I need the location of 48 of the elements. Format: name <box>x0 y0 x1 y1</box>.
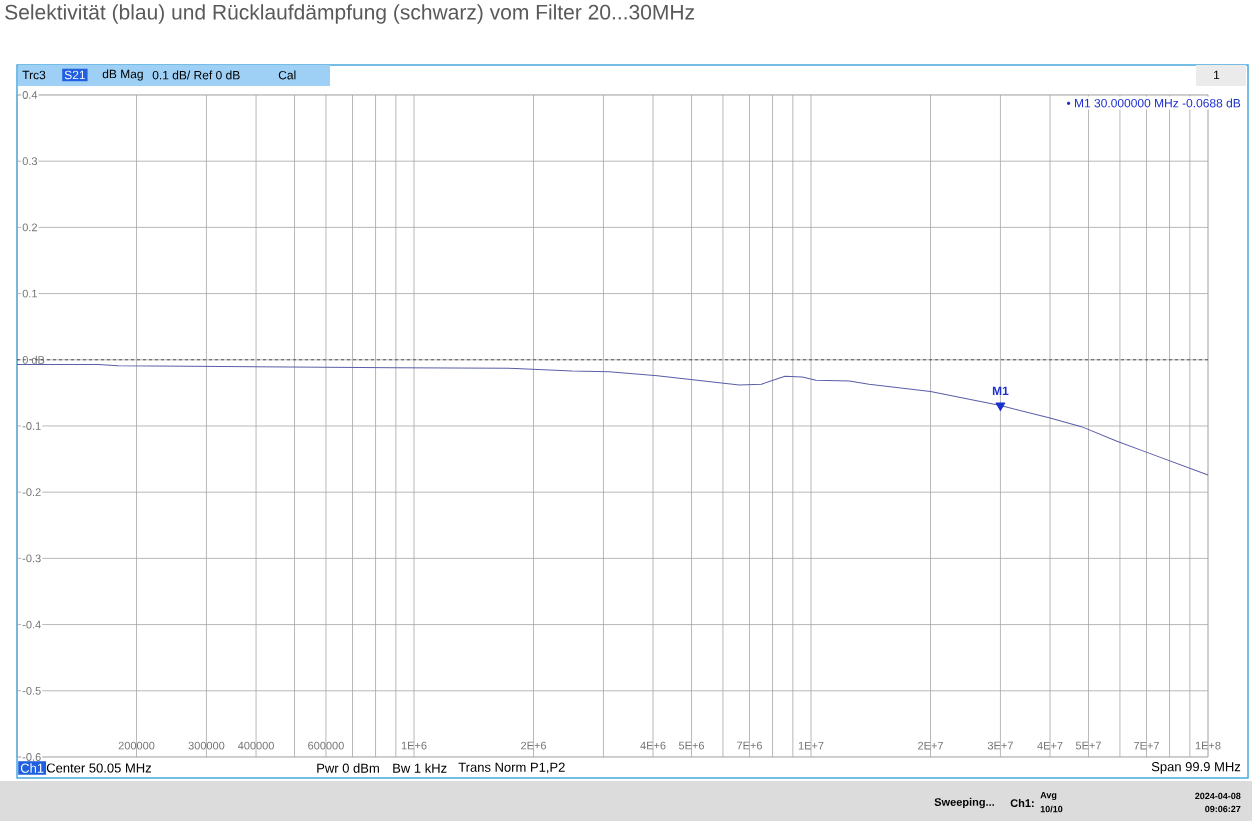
x-tick-label: 2E+6 <box>521 741 547 750</box>
x-tick-label: 400000 <box>237 741 274 750</box>
y-tick-label: 0.2 <box>22 223 37 232</box>
text: Ch1: <box>1010 798 1034 808</box>
x-tick-label: 4E+7 <box>1037 741 1063 750</box>
text: Trc3 <box>22 70 46 80</box>
x-tick-label: 1E+7 <box>798 741 824 750</box>
x-tick-label: 7E+6 <box>737 741 763 750</box>
y-tick-label: -0.1 <box>22 422 41 430</box>
text: Avg <box>1040 791 1057 801</box>
text: 09:06:27 <box>1205 805 1241 813</box>
x-tick-label: 3E+7 <box>987 741 1013 750</box>
y-tick-label: 0.3 <box>22 157 38 166</box>
x-tick-label: 2E+7 <box>918 741 943 750</box>
text: 2024-04-08 <box>1195 792 1241 800</box>
x-tick-label: 7E+7 <box>1134 741 1159 750</box>
x-tick-label: 4E+6 <box>640 741 666 750</box>
x-tick-label: 1E+8 <box>1195 741 1221 750</box>
x-tick-label: 5E+6 <box>678 741 705 750</box>
y-tick-label: -0.6 <box>22 753 41 761</box>
text: Ch1 <box>20 763 44 773</box>
y-tick-label: -0.3 <box>22 554 41 563</box>
series-label: M1 <box>992 386 1009 395</box>
y-tick-label: -0.4 <box>22 620 41 629</box>
y-tick-label: 0 dB <box>22 355 45 364</box>
text: 10/10 <box>1040 805 1063 813</box>
y-tick-label: 0.1 <box>22 289 37 298</box>
text: Cal <box>278 70 296 80</box>
text: Pwr 0 dBm <box>317 763 379 773</box>
y-tick-label: -0.5 <box>22 686 41 695</box>
text: Trans Norm P1,P2 <box>458 762 565 774</box>
chart-title: Selektivität (blau) und Rücklaufdämpfung (schwarz) vom Filter 20...30MHz <box>5 4 694 24</box>
text: Bw 1 kHz <box>393 763 447 773</box>
text: Sweeping... <box>934 797 994 809</box>
x-tick-label: 1E+6 <box>401 741 427 750</box>
text: dB Mag <box>102 69 143 81</box>
text: Center 50.05 MHz <box>46 763 152 773</box>
y-tick-label: -0.2 <box>22 488 41 497</box>
text: 0.1 dB/ Ref 0 dB <box>152 70 240 80</box>
x-tick-label: 300000 <box>188 741 225 750</box>
text: S21 <box>64 70 85 80</box>
x-tick-label: 200000 <box>118 741 155 750</box>
annotation: • M1 30.000000 MHz -0.0688 dB <box>1066 98 1241 108</box>
text: Span 99.9 MHz <box>1151 762 1241 774</box>
y-tick-label: 0.4 <box>22 91 38 99</box>
x-tick-label: 5E+7 <box>1075 741 1101 750</box>
text: 1 <box>1214 70 1220 80</box>
x-tick-label: 600000 <box>308 741 344 750</box>
